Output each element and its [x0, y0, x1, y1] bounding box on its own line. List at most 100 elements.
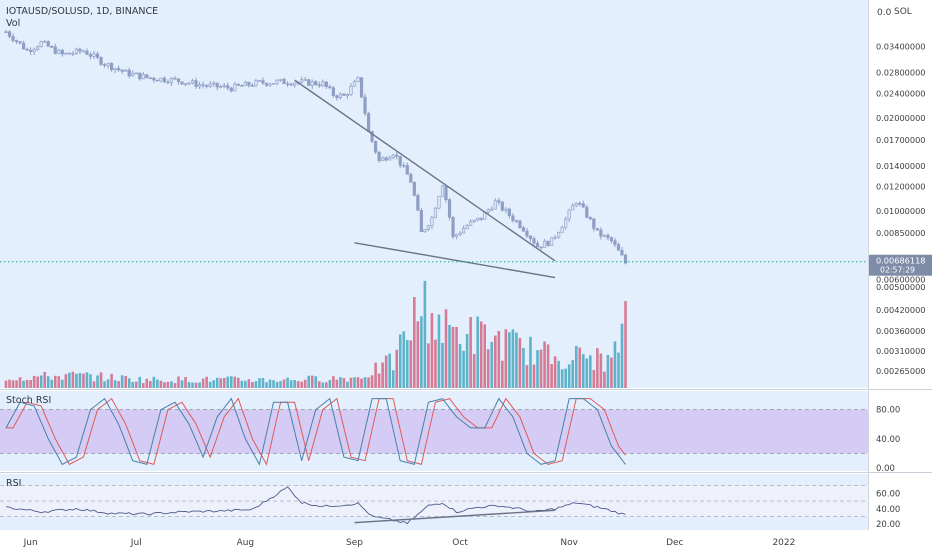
candle-body [507, 208, 511, 217]
volume-bar [395, 349, 399, 388]
volume-bar [251, 382, 254, 388]
candle-body [18, 41, 22, 44]
price-tick-label: 0.00265000 [876, 366, 926, 376]
candle-body [250, 85, 255, 87]
candle-body [201, 84, 205, 86]
volume-bar [198, 382, 201, 388]
price-tick-label: 0.0 [877, 8, 892, 18]
candle-body [493, 200, 497, 210]
candle-body [152, 77, 156, 81]
candle-body [293, 82, 297, 86]
candle-body [124, 69, 128, 72]
candle-body [282, 78, 286, 84]
candle-body [560, 226, 564, 233]
candle-body [511, 215, 515, 221]
volume-bar [606, 355, 610, 388]
candle-body [338, 93, 343, 98]
volume-label: Vol [6, 18, 20, 29]
candle-body [236, 83, 240, 86]
volume-bar [479, 321, 483, 388]
volume-bar [166, 381, 170, 388]
candle-body [138, 72, 142, 80]
candle-body [25, 48, 29, 51]
volume-bar [585, 358, 589, 388]
candle-body [430, 217, 434, 227]
volume-bar [441, 342, 444, 388]
candle-body [4, 31, 8, 34]
volume-bar [152, 376, 156, 388]
candle-body [205, 85, 209, 87]
volume-bar [68, 372, 71, 388]
stoch-band [0, 409, 868, 454]
stoch-title[interactable]: Stoch RSI [6, 395, 51, 406]
volume-bar [159, 380, 163, 388]
candle-body [352, 81, 357, 87]
rsi-title[interactable]: RSI [6, 478, 21, 489]
volume-bars [4, 280, 627, 388]
candle-body [278, 78, 283, 81]
volume-bar [423, 280, 427, 388]
candle-body [521, 227, 526, 232]
volume-bar [483, 324, 487, 388]
candle-body [567, 209, 571, 220]
price-tick-label: 0.00360000 [876, 326, 926, 336]
volume-bar [191, 382, 194, 388]
volume-bar [370, 375, 374, 388]
candle-body [321, 81, 325, 87]
candle-body [581, 203, 585, 208]
volume-bar [613, 341, 617, 388]
symbol-title[interactable]: IOTAUSD/SOLUSD, 1D, BINANCE [6, 6, 158, 17]
volume-bar [229, 376, 233, 388]
candle-body [46, 41, 50, 47]
candle-body [243, 81, 247, 87]
volume-bar [427, 343, 430, 388]
candle-body [310, 81, 314, 86]
candle-body [606, 234, 610, 238]
candle-body [613, 240, 617, 245]
volume-bar [8, 379, 11, 388]
candle-body [271, 83, 276, 85]
candle-body [194, 80, 198, 87]
candle-body [479, 217, 483, 220]
volume-bar [106, 379, 110, 388]
candle-body [528, 235, 533, 239]
volume-bar [388, 353, 391, 388]
candle-body [247, 81, 251, 86]
candle-body [620, 250, 624, 256]
candle-body [370, 131, 374, 142]
volume-bar [201, 378, 205, 388]
volume-bar [465, 334, 469, 388]
candle-body [317, 84, 321, 87]
volume-bar [486, 349, 490, 388]
volume-bar [4, 380, 8, 388]
candle-body [440, 185, 445, 197]
candle-body [384, 157, 388, 161]
candle-body [564, 218, 568, 228]
candle-body [433, 207, 438, 219]
candle-body [268, 83, 272, 86]
candle-body [67, 52, 71, 55]
volume-bar [205, 376, 208, 388]
candle-body [535, 242, 540, 248]
rsi-tick-label: 40.00 [876, 505, 900, 515]
candle-body [525, 230, 529, 237]
candle-body [257, 80, 262, 82]
candle-body [127, 69, 131, 77]
candle-body [588, 217, 592, 220]
last-price-value: 0.00686118 [876, 256, 926, 266]
candle-body [549, 237, 554, 246]
volume-bar [120, 375, 124, 388]
candle-body [497, 200, 501, 203]
candle-body [240, 85, 244, 87]
volume-bar [53, 375, 57, 388]
volume-bar [620, 323, 624, 388]
candle-body [472, 219, 476, 222]
volume-bar [208, 381, 212, 388]
candle-body [373, 141, 378, 153]
candle-body [377, 151, 381, 162]
candle-body [416, 195, 420, 211]
candle-body [349, 85, 353, 95]
volume-bar [451, 326, 455, 388]
volume-bar [398, 334, 402, 388]
time-tick-label: Aug [237, 538, 255, 548]
